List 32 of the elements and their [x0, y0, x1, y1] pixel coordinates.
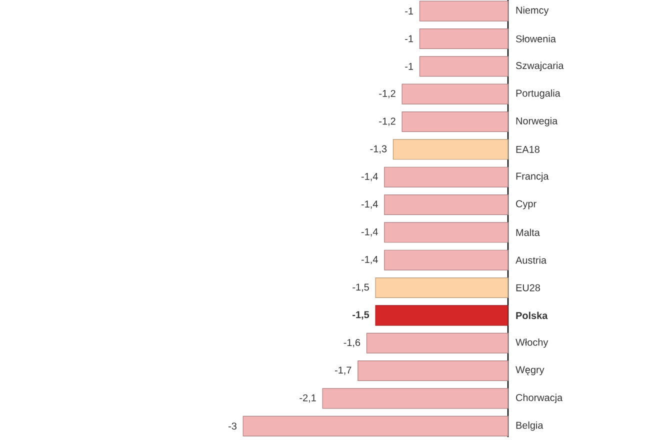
y-tick-label: Austria [516, 256, 547, 264]
data-label: -1,5 [352, 284, 369, 292]
data-label: -1,4 [361, 173, 378, 182]
y-tick-label: Polska [516, 312, 548, 320]
y-tick-label: Szwajcaria [516, 62, 564, 72]
data-label: -1 [405, 62, 414, 70]
y-tick-label: Portugalia [516, 89, 560, 99]
data-label: -1,4 [361, 256, 378, 264]
y-tick-label: Słowenia [516, 35, 556, 42]
data-label: -1 [405, 8, 414, 14]
data-label: -2,1 [300, 394, 316, 403]
y-tick-label: Cypr [516, 200, 536, 210]
data-label: -1,6 [344, 338, 360, 348]
data-label: -1,5 [352, 311, 370, 320]
data-label: -1,2 [379, 90, 396, 98]
y-tick-label: Chorwacja [516, 394, 563, 404]
y-tick-label: Niemcy [516, 6, 549, 16]
y-tick-label: EU28 [516, 284, 540, 292]
data-label: -1,3 [370, 145, 387, 154]
data-label: -1,4 [361, 228, 378, 236]
y-tick-label: Francja [516, 172, 549, 182]
y-tick-label: Belgia [516, 421, 544, 431]
y-tick-label: Włochy [516, 338, 548, 348]
y-tick-label: Malta [516, 228, 540, 236]
data-label: -1,4 [361, 200, 378, 209]
data-label: -1 [405, 35, 414, 42]
y-tick-label: Norwegia [516, 117, 558, 126]
data-label: -1,7 [334, 366, 352, 375]
y-tick-label: EA18 [516, 146, 540, 153]
data-label: -1,2 [379, 118, 396, 126]
data-label: -3 [228, 422, 236, 430]
y-tick-label: Węgry [516, 366, 544, 376]
